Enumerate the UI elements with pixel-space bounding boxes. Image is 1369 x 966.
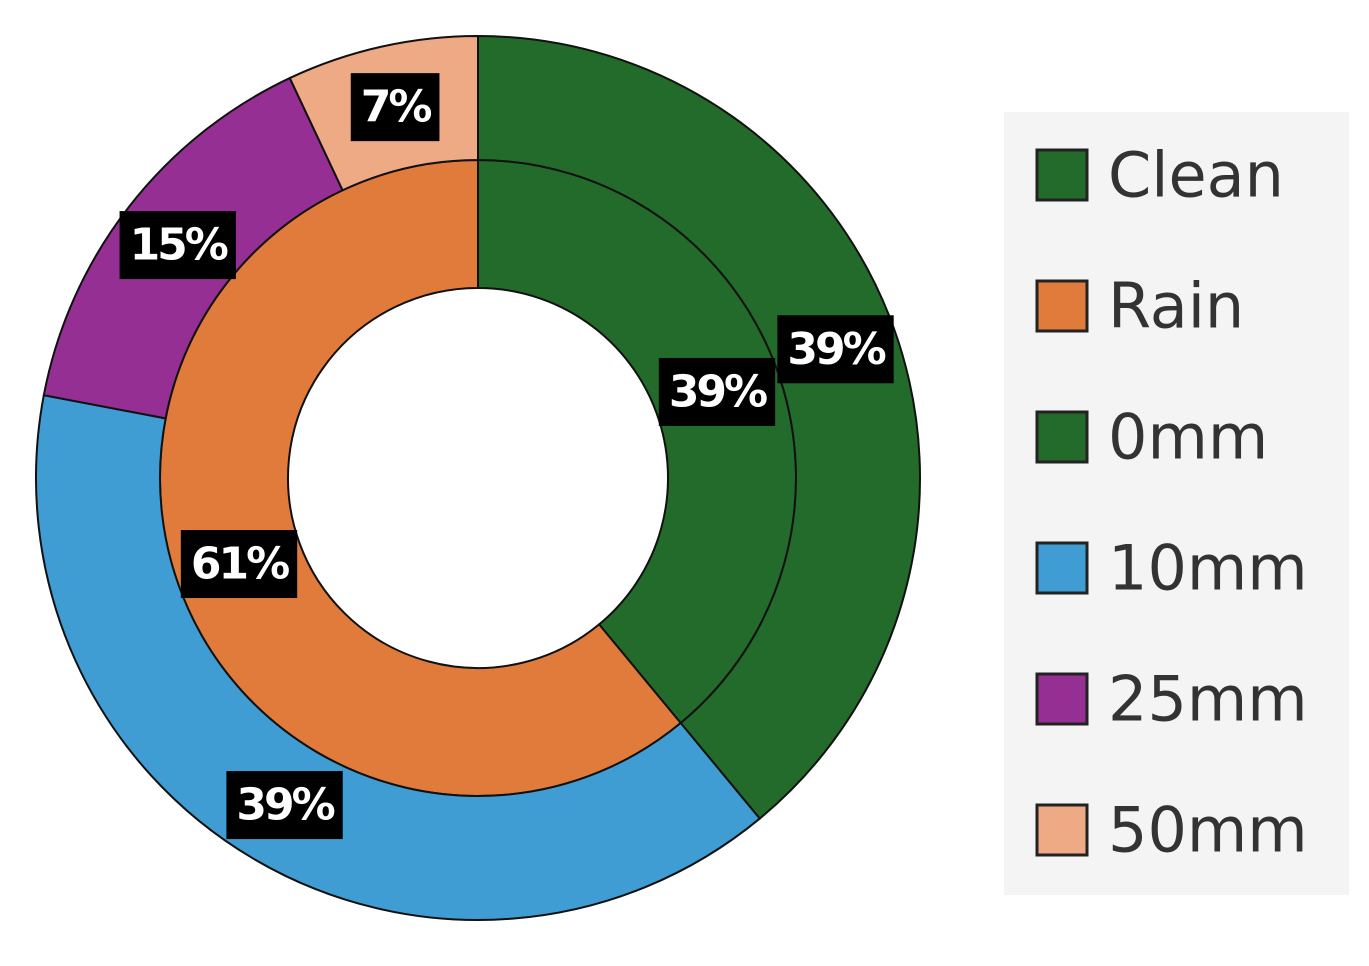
data-label-text: 7%: [361, 82, 432, 133]
legend-label: Clean: [1108, 139, 1284, 212]
legend-label: 10mm: [1108, 532, 1308, 605]
legend-label: 0mm: [1108, 401, 1268, 474]
legend-swatch: [1035, 541, 1089, 595]
donut-slice: [477, 34, 921, 820]
legend-swatch: [1035, 148, 1089, 202]
data-label-text: 39%: [236, 780, 334, 831]
donut-slice: [35, 394, 762, 921]
legend-label: Rain: [1108, 270, 1244, 343]
data-label-bg: [777, 315, 894, 384]
data-label-bg: [226, 771, 343, 840]
data-label: 39%: [777, 315, 894, 384]
data-label: 61%: [180, 530, 298, 599]
data-label-bg: [658, 357, 776, 426]
data-label-bg: [180, 530, 298, 599]
data-label: 39%: [658, 357, 776, 426]
legend-label: 25mm: [1108, 663, 1308, 736]
legend-box: [1004, 112, 1349, 895]
data-label-bg: [119, 211, 236, 280]
data-label-bg: [350, 73, 440, 142]
data-label: 7%: [350, 73, 440, 142]
legend-swatch: [1035, 672, 1089, 726]
legend-swatch: [1035, 410, 1089, 464]
data-label-text: 61%: [191, 539, 289, 590]
legend-swatch: [1035, 803, 1089, 857]
data-label-text: 39%: [787, 324, 885, 375]
data-label-text: 39%: [669, 366, 767, 417]
legend-swatch: [1035, 279, 1089, 333]
data-label-text: 15%: [130, 220, 228, 271]
data-label: 15%: [119, 211, 236, 280]
legend-label: 50mm: [1108, 794, 1308, 867]
data-label: 39%: [226, 771, 343, 840]
